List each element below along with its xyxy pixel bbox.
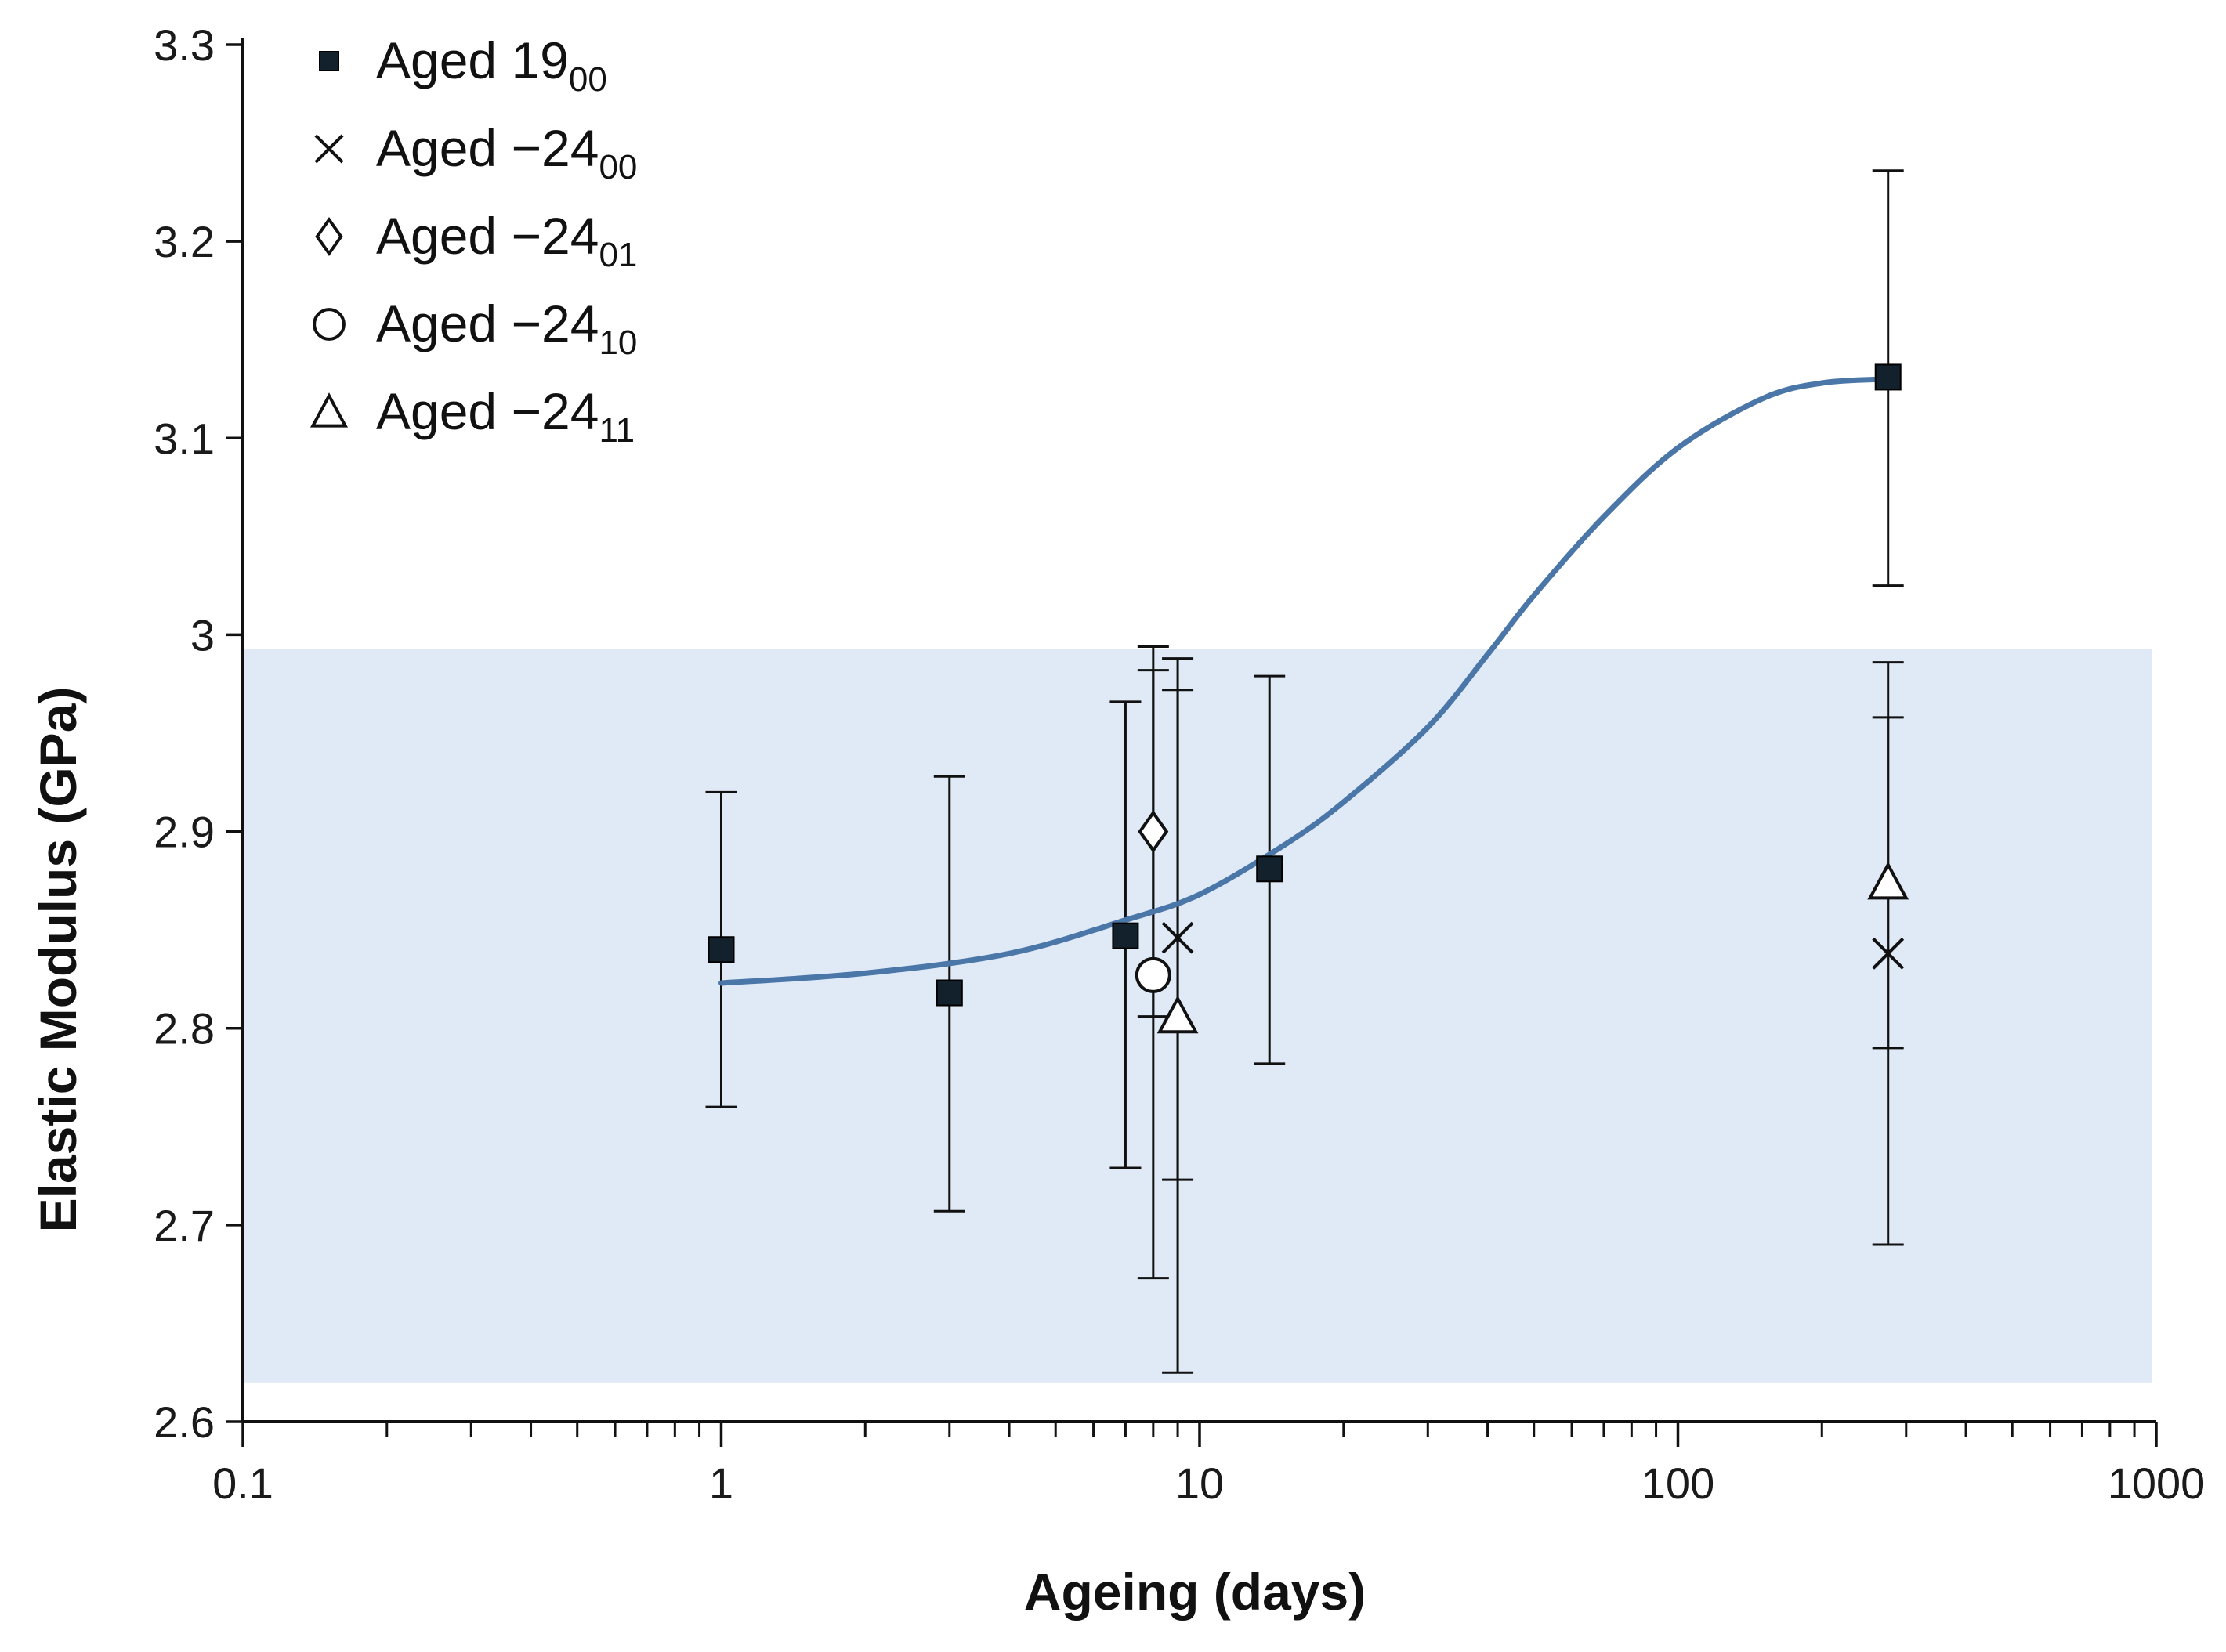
markers-layer <box>708 363 1909 1034</box>
x-marker <box>1161 921 1194 954</box>
x-marker-stroke <box>314 134 344 164</box>
legend-label-text: Aged −24 <box>376 295 599 352</box>
square-marker <box>319 51 339 71</box>
y-tick-label: 2.9 <box>154 808 215 857</box>
y-tick-label: 3.2 <box>154 217 215 266</box>
x-tick-label: 0.1 <box>212 1459 273 1508</box>
triangle-marker <box>1156 995 1199 1034</box>
legend-label: Aged −2410 <box>376 295 637 362</box>
legend-label-subscript: 00 <box>599 148 637 186</box>
diamond-marker <box>315 216 343 257</box>
legend-label-subscript: 01 <box>599 236 637 274</box>
x-tick-label: 1000 <box>2108 1459 2206 1508</box>
x-tick-label: 10 <box>1175 1459 1224 1508</box>
x-marker-stroke <box>1161 921 1194 954</box>
triangle-marker <box>309 392 349 428</box>
legend-label: Aged 1900 <box>376 31 607 99</box>
square-marker <box>1256 855 1283 883</box>
x-axis-title: Ageing (days) <box>1024 1563 1366 1621</box>
fit-curve <box>718 376 1891 986</box>
legend-label-text: Aged −24 <box>376 207 599 265</box>
y-tick-label: 3.3 <box>154 20 215 70</box>
shaded-range-layer <box>243 649 2152 1383</box>
x-marker <box>1872 937 1905 970</box>
x-tick-label: 100 <box>1641 1459 1714 1508</box>
legend-label-subscript: 00 <box>569 60 607 99</box>
x-marker <box>314 134 344 164</box>
legend-label: Aged −2411 <box>376 382 635 450</box>
y-axis-title: Elastic Modulus (GPa) <box>29 687 87 1233</box>
shaded-band <box>243 649 2152 1383</box>
y-tick-label: 2.6 <box>154 1397 215 1447</box>
legend-label-subscript: 10 <box>599 324 637 362</box>
y-tick-label: 2.7 <box>154 1201 215 1250</box>
y-tick-label: 3.1 <box>154 414 215 463</box>
square-marker <box>708 936 735 963</box>
circle-marker <box>1135 956 1171 993</box>
diamond-marker <box>1138 810 1169 854</box>
fit-curve-layer <box>718 376 1891 986</box>
square-marker <box>936 979 963 1007</box>
legend-label-text: Aged −24 <box>376 382 599 440</box>
x-marker-stroke <box>1872 937 1905 970</box>
x-tick-label: 1 <box>709 1459 733 1508</box>
axes: 2.62.72.82.933.13.23.30.1 1 10 100 1000 <box>154 20 2205 1508</box>
square-marker <box>1874 363 1902 391</box>
legend-label-text: Aged 19 <box>376 31 569 89</box>
legend-label-text: Aged −24 <box>376 119 599 177</box>
circle-marker <box>313 308 346 341</box>
y-tick-label: 3 <box>190 610 215 660</box>
square-marker <box>1112 922 1139 949</box>
legend-label: Aged −2401 <box>376 207 637 274</box>
triangle-marker <box>1867 861 1909 900</box>
legend-label-subscript: 11 <box>599 411 635 450</box>
y-tick-label: 2.8 <box>154 1004 215 1054</box>
legend-label: Aged −2400 <box>376 119 637 186</box>
